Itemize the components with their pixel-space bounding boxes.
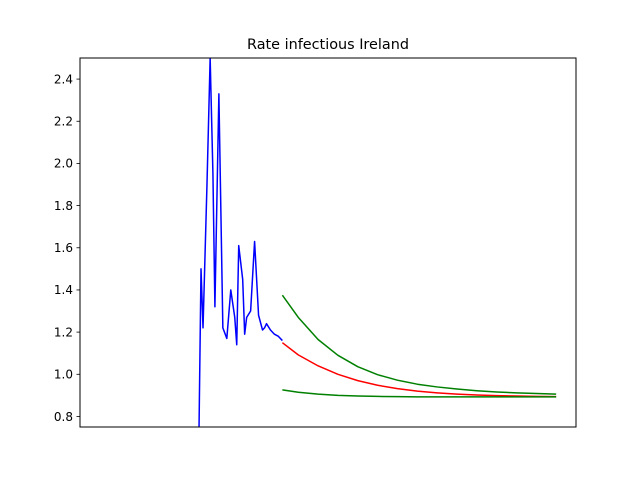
y-tick-label: 1.8 [54,199,73,213]
series-line-2 [281,342,557,398]
y-tick-label: 1.4 [54,283,73,297]
plot-frame [79,57,577,428]
series-layer [198,58,557,427]
y-tick-label: 1.6 [54,241,73,255]
series-line-4 [282,389,557,398]
series-line-1 [198,58,283,427]
y-tick-label: 2.4 [54,72,73,86]
y-tick-label: 2.2 [54,115,73,129]
y-tick-label: 2.0 [54,157,73,171]
y-tick-label: 0.8 [54,410,73,424]
series-line-3 [281,294,557,395]
y-tick-label: 1.2 [54,325,73,339]
chart-title: Rate infectious Ireland [247,37,409,53]
y-tick-label: 1.0 [54,368,73,382]
y-axis-ticks: 0.8 1.0 1.2 1.4 1.6 1.8 2.0 2.2 2.4 [54,72,80,424]
